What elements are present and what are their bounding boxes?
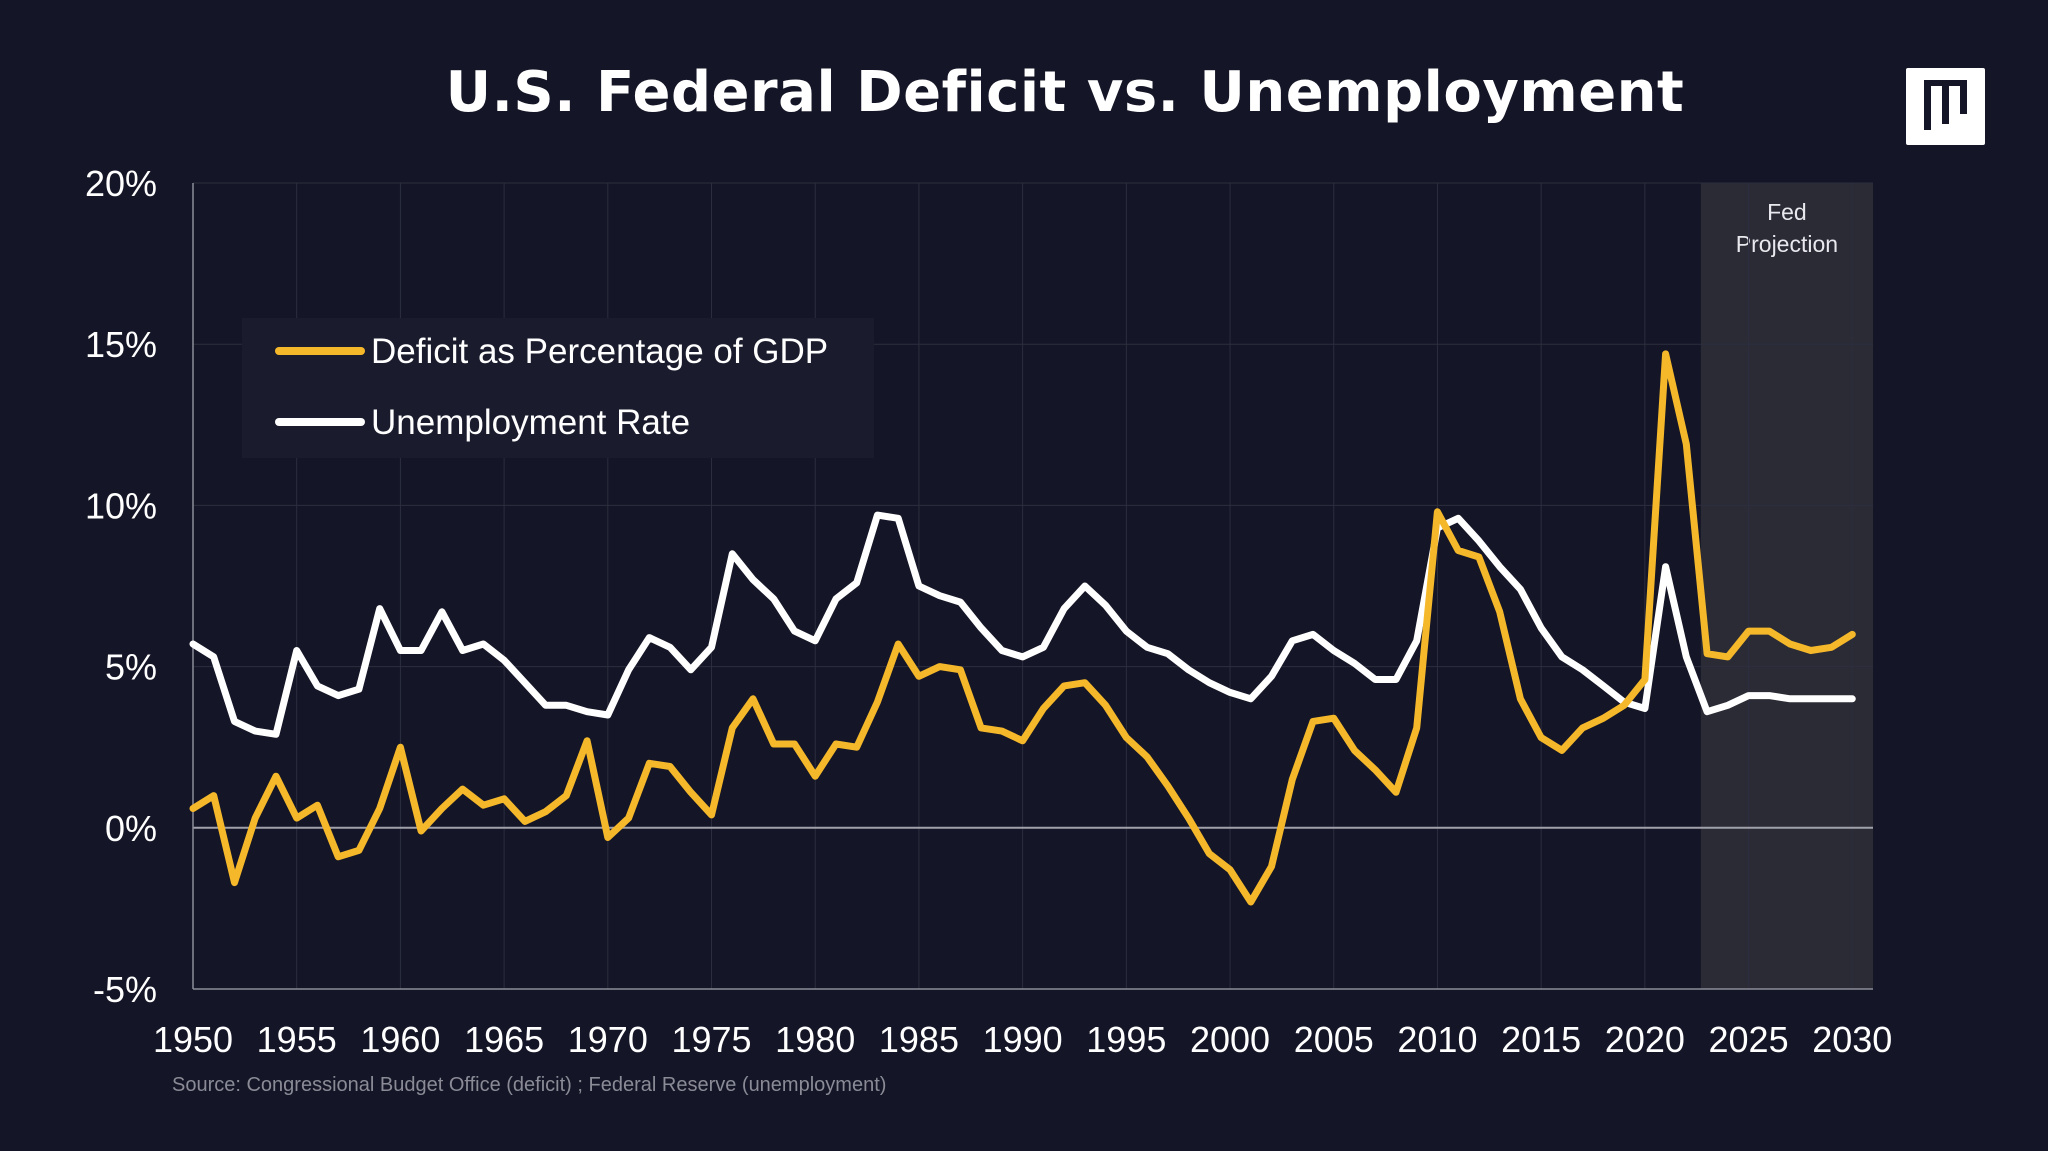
chart-title: U.S. Federal Deficit vs. Unemployment (445, 60, 1685, 125)
legend-label: Unemployment Rate (371, 403, 690, 442)
projection-band (1700, 183, 1873, 989)
x-tick-label: 2020 (1605, 1019, 1685, 1060)
source-note: Source: Congressional Budget Office (def… (172, 1074, 887, 1096)
y-tick-label: 20% (85, 163, 157, 204)
x-tick-label: 2005 (1294, 1019, 1374, 1060)
x-tick-label: 1970 (568, 1019, 648, 1060)
x-tick-label: 1985 (879, 1019, 959, 1060)
legend-label: Deficit as Percentage of GDP (371, 332, 828, 371)
x-tick-label: 2015 (1501, 1019, 1581, 1060)
projection-label-line: Projection (1736, 231, 1838, 257)
x-tick-label: 2030 (1812, 1019, 1892, 1060)
x-tick-label: 1965 (464, 1019, 544, 1060)
x-tick-label: 1990 (983, 1019, 1063, 1060)
x-tick-label: 1980 (775, 1019, 855, 1060)
logo-mark-icon (1924, 80, 1967, 130)
x-tick-label: 2010 (1397, 1019, 1477, 1060)
x-tick-label: 2025 (1709, 1019, 1789, 1060)
projection-label-line: Fed (1767, 199, 1807, 225)
legend-box (242, 318, 874, 458)
y-tick-label: -5% (93, 969, 157, 1010)
y-tick-label: 5% (105, 647, 157, 688)
deficit-series-line (189, 350, 1856, 906)
x-tick-label: 2000 (1190, 1019, 1270, 1060)
x-tick-label: 1955 (257, 1019, 337, 1060)
legend-item[interactable]: Deficit as Percentage of GDP (275, 332, 828, 371)
x-tick-label: 1950 (153, 1019, 233, 1060)
y-tick-label: 15% (85, 324, 157, 365)
y-tick-label: 10% (85, 485, 157, 526)
brand-logo[interactable] (1906, 68, 1985, 145)
unemployment-series-line (189, 511, 1856, 738)
y-tick-label: 0% (105, 808, 157, 849)
legend-item[interactable]: Unemployment Rate (275, 403, 690, 442)
x-tick-label: 1995 (1086, 1019, 1166, 1060)
x-tick-label: 1960 (360, 1019, 440, 1060)
x-tick-label: 1975 (671, 1019, 751, 1060)
